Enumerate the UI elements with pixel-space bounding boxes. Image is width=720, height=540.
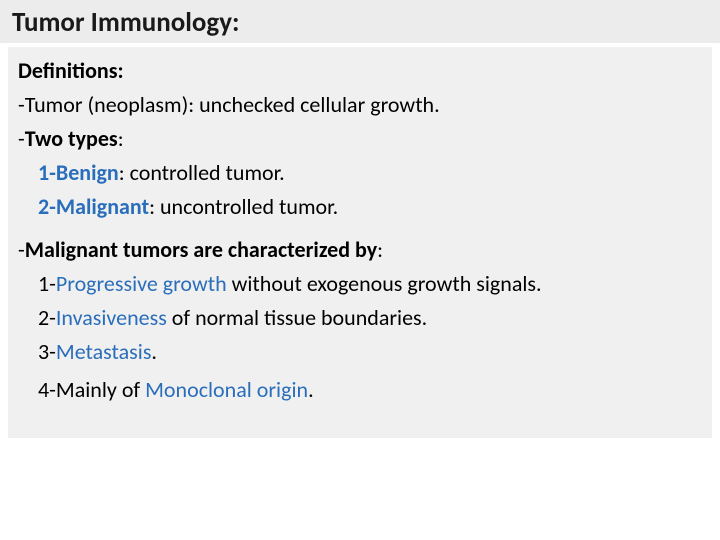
- char-2-pre: 2-: [38, 304, 56, 331]
- type-malignant-line: 2-Malignant: uncontrolled tumor.: [18, 191, 702, 223]
- char-1-pre: 1-: [38, 270, 56, 297]
- char-4-pre: 4-Mainly of: [38, 376, 145, 403]
- type-benign-rest: : controlled tumor.: [119, 159, 285, 186]
- two-types-label: Two types: [25, 125, 118, 152]
- char-4-line: 4-Mainly of Monoclonal origin.: [18, 374, 702, 406]
- malignant-characterized-line: -Malignant tumors are characterized by:: [18, 234, 702, 266]
- char-1-term: Progressive growth: [56, 270, 227, 297]
- malignant-characterized-label: Malignant tumors are characterized by: [25, 236, 377, 263]
- definitions-heading: Definitions:: [18, 55, 702, 87]
- two-types-colon: :: [118, 125, 124, 152]
- type-benign-label: 1-Benign: [38, 159, 119, 186]
- content-area: Definitions: -Tumor (neoplasm): unchecke…: [8, 47, 712, 438]
- tumor-definition-line: -Tumor (neoplasm): unchecked cellular gr…: [18, 89, 702, 121]
- char-2-post: of normal tissue boundaries.: [167, 304, 427, 331]
- char-1-line: 1-Progressive growth without exogenous g…: [18, 268, 702, 300]
- char-3-post: .: [151, 338, 157, 365]
- char-2-line: 2-Invasiveness of normal tissue boundari…: [18, 302, 702, 334]
- char-3-term: Metastasis: [56, 338, 152, 365]
- char-1-post: without exogenous growth signals.: [227, 270, 542, 297]
- dash: -: [18, 125, 25, 152]
- type-benign-line: 1-Benign: controlled tumor.: [18, 157, 702, 189]
- char-4-term: Monoclonal origin: [145, 376, 308, 403]
- char-2-term: Invasiveness: [56, 304, 167, 331]
- char-3-pre: 3-: [38, 338, 56, 365]
- char-3-line: 3-Metastasis.: [18, 336, 702, 368]
- char-4-post: .: [308, 376, 314, 403]
- type-malignant-rest: : uncontrolled tumor.: [149, 193, 338, 220]
- slide-container: Tumor Immunology: Definitions: -Tumor (n…: [0, 0, 720, 540]
- type-malignant-label: 2-Malignant: [38, 193, 149, 220]
- two-types-line: -Two types:: [18, 123, 702, 155]
- malignant-characterized-colon: :: [377, 236, 383, 263]
- dash: -: [18, 236, 25, 263]
- slide-title: Tumor Immunology:: [0, 0, 720, 43]
